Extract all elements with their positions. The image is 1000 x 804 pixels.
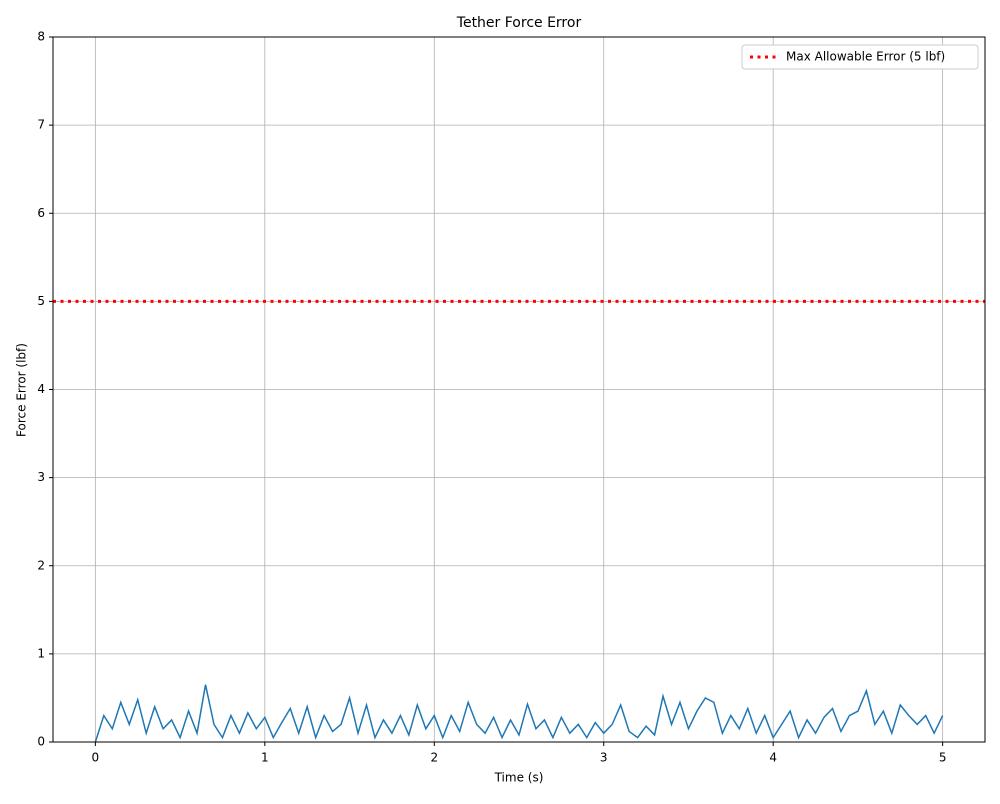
y-tick-label: 4 <box>37 382 45 396</box>
data-line <box>94 684 944 743</box>
y-tick-label: 3 <box>37 470 45 484</box>
x-tick-label: 0 <box>92 751 100 765</box>
y-tick-label: 7 <box>37 118 45 132</box>
axes-frame <box>52 36 986 743</box>
x-axis-label: Time (s) <box>494 771 544 785</box>
legend-label: Max Allowable Error (5 lbf) <box>786 50 945 64</box>
x-tick-label: 5 <box>939 751 947 765</box>
chart-title: Tether Force Error <box>456 15 582 31</box>
y-tick-label: 5 <box>37 294 45 308</box>
y-tick-label: 0 <box>37 735 45 749</box>
y-tick-label: 8 <box>37 30 45 44</box>
y-tick-label: 6 <box>37 206 45 220</box>
x-tick-label: 1 <box>261 751 269 765</box>
legend-box <box>741 44 979 70</box>
x-tick-label: 2 <box>430 751 438 765</box>
x-tick-label: 4 <box>769 751 777 765</box>
y-tick-label: 2 <box>37 558 45 572</box>
x-tick-label: 3 <box>600 751 608 765</box>
y-axis-label: Force Error (lbf) <box>15 343 29 437</box>
y-tick-label: 1 <box>37 646 45 660</box>
